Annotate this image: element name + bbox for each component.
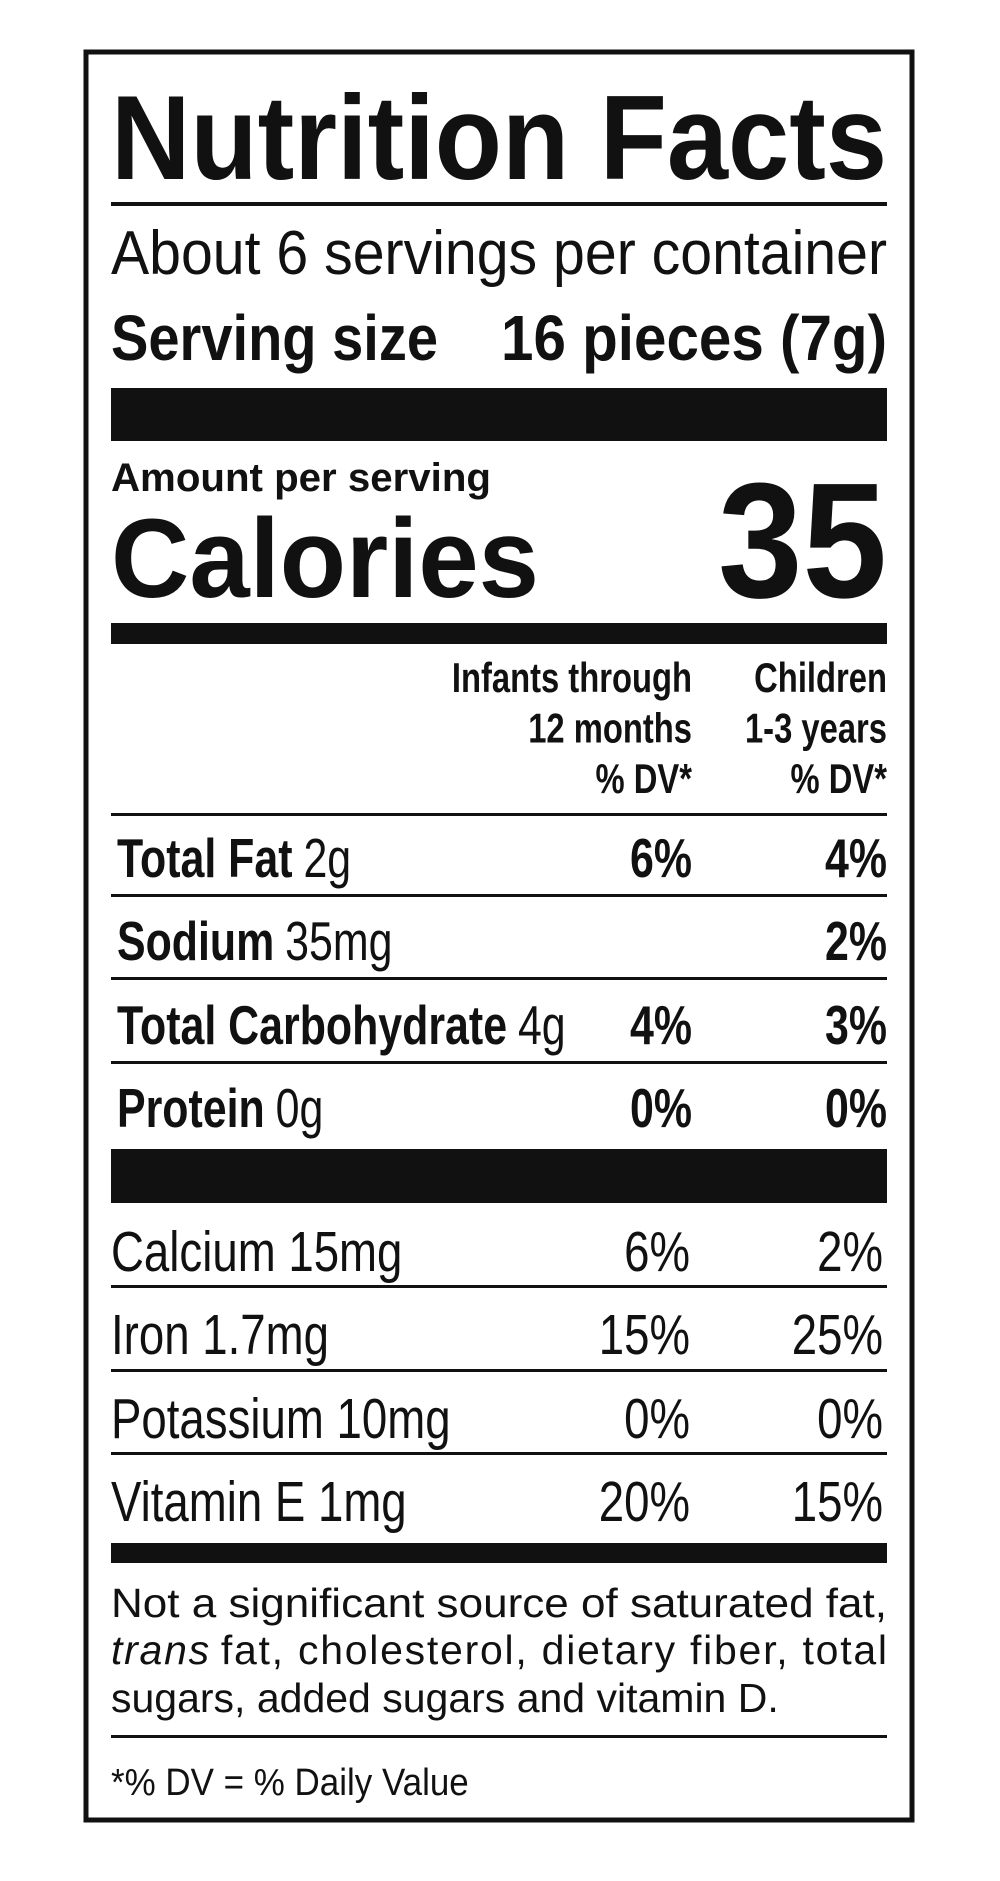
rule xyxy=(111,977,887,980)
servings: About 6 servings per container xyxy=(111,219,887,288)
dv-children: 25% xyxy=(792,1302,883,1366)
dv-infants: 4% xyxy=(630,995,692,1056)
dv-infants: 0% xyxy=(630,1078,692,1139)
amount-per-serving: Amount per serving xyxy=(111,456,491,500)
nutrient-name: Total Fat xyxy=(117,828,293,889)
nutrient-row: Protein 0g xyxy=(117,1078,323,1139)
column-header: 12 months xyxy=(528,705,692,752)
thick-bar xyxy=(111,1543,887,1563)
dv-infants: 6% xyxy=(624,1219,690,1283)
nutrient-row: Total Fat 2g xyxy=(117,828,351,889)
dv-children: 0% xyxy=(817,1386,883,1450)
rule xyxy=(111,202,887,206)
rule xyxy=(111,894,887,897)
calories-label: Calories xyxy=(111,496,539,621)
nutrient-row: Sodium 35mg xyxy=(117,911,392,972)
mineral-label: Calcium 15mg xyxy=(111,1219,402,1283)
thick-bar xyxy=(111,388,887,441)
nutrient-amount: 4g xyxy=(518,995,566,1056)
rule xyxy=(111,1369,887,1372)
serving-size-value: 16 pieces (7g) xyxy=(501,302,887,374)
dv-children: 15% xyxy=(792,1469,883,1533)
mineral-label: Vitamin E 1mg xyxy=(111,1469,407,1533)
column-header: 1-3 years xyxy=(745,705,887,752)
column-header: % DV* xyxy=(791,755,888,802)
rule xyxy=(111,1735,887,1738)
column-header: Children xyxy=(754,654,887,701)
note-italic: trans xyxy=(111,1627,209,1673)
dv-children: 3% xyxy=(825,995,887,1056)
note-line: Not a significant source of saturated fa… xyxy=(111,1580,887,1626)
note-line: trans fat, cholesterol, dietary fiber, to… xyxy=(111,1627,887,1673)
dv-children: 2% xyxy=(817,1219,883,1283)
column-header: Infants through xyxy=(452,654,692,701)
dv-infants: 20% xyxy=(599,1469,690,1533)
mineral-label: Potassium 10mg xyxy=(111,1386,451,1450)
dv-infants: 6% xyxy=(630,828,692,889)
rule xyxy=(111,1285,887,1288)
rule xyxy=(111,1061,887,1064)
rule xyxy=(111,1452,887,1455)
nutrient-name: Total Carbohydrate xyxy=(117,995,507,1056)
title: Nutrition Facts xyxy=(111,71,887,205)
dv-infants: 15% xyxy=(599,1302,690,1366)
note-text: fat, cholesterol, dietary fiber, total xyxy=(221,1627,887,1673)
rule xyxy=(111,813,887,816)
dv-children: 0% xyxy=(825,1078,887,1139)
dv-infants: 0% xyxy=(624,1386,690,1450)
calories-value: 35 xyxy=(718,449,887,632)
thick-bar xyxy=(111,623,887,644)
nutrient-row: Total Carbohydrate 4g xyxy=(117,995,566,1056)
column-header: % DV* xyxy=(596,755,693,802)
nutrient-name: Sodium xyxy=(117,911,274,972)
thick-bar xyxy=(111,1149,887,1203)
mineral-label: Iron 1.7mg xyxy=(111,1302,329,1366)
note-line: sugars, added sugars and vitamin D. xyxy=(111,1675,779,1721)
serving-size-label: Serving size xyxy=(111,302,438,374)
nutrient-amount: 2g xyxy=(303,828,351,889)
dv-note: *% DV = % Daily Value xyxy=(111,1761,469,1804)
nutrient-name: Protein xyxy=(117,1078,265,1139)
nutrient-amount: 35mg xyxy=(285,911,392,972)
dv-children: 4% xyxy=(825,828,887,889)
label-border xyxy=(83,49,915,1823)
nutrient-amount: 0g xyxy=(276,1078,324,1139)
dv-children: 2% xyxy=(825,911,887,972)
